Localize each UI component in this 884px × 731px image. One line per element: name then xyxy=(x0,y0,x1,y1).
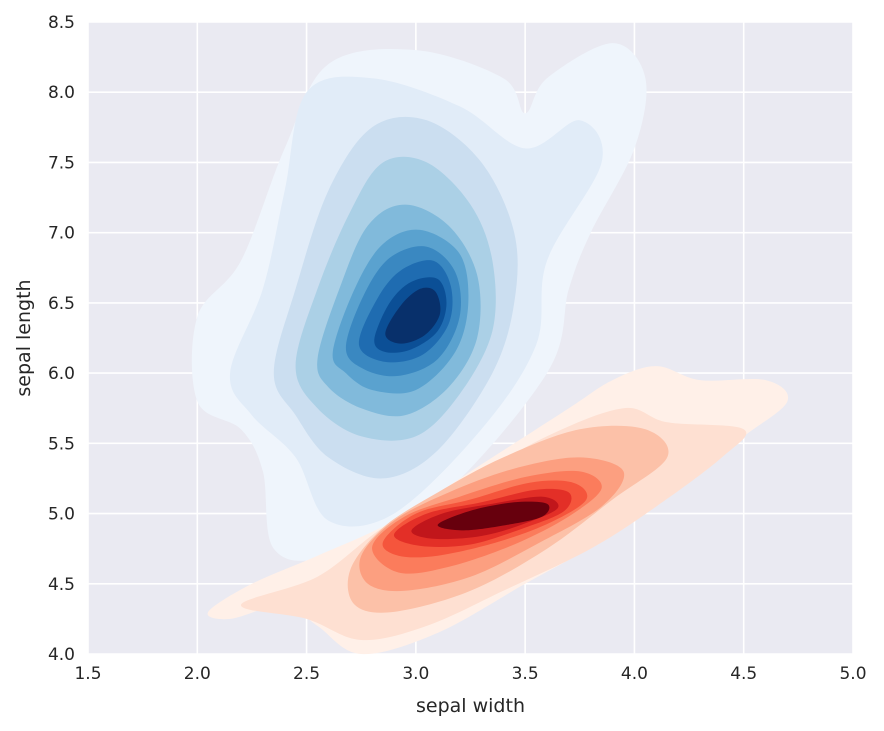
blue-density-series xyxy=(191,43,647,561)
y-tick-label: 6.5 xyxy=(48,294,75,314)
red-contour-level-9 xyxy=(437,501,550,531)
y-tick-label: 7.5 xyxy=(48,153,75,173)
y-axis-label: sepal length xyxy=(13,279,35,396)
y-axis-ticks: 4.0 4.5 5.0 5.5 6.0 6.5 7.0 7.5 8.0 8.5 xyxy=(48,13,75,665)
y-tick-label: 4.0 xyxy=(48,645,75,665)
x-tick-label: 2.0 xyxy=(184,664,211,684)
x-axis-ticks: 1.5 2.0 2.5 3.0 3.5 4.0 4.5 5.0 xyxy=(74,664,866,684)
x-tick-label: 4.5 xyxy=(730,664,757,684)
x-tick-label: 4.0 xyxy=(621,664,648,684)
x-tick-label: 3.0 xyxy=(402,664,429,684)
density-contours xyxy=(191,43,789,655)
y-tick-label: 5.0 xyxy=(48,505,75,525)
x-tick-label: 2.5 xyxy=(293,664,320,684)
y-tick-label: 8.5 xyxy=(48,13,75,33)
red-density-series xyxy=(207,366,789,655)
y-tick-label: 4.5 xyxy=(48,575,75,595)
blue-contour-level-10 xyxy=(385,287,441,344)
y-tick-label: 6.0 xyxy=(48,364,75,384)
y-tick-label: 8.0 xyxy=(48,83,75,103)
x-tick-label: 5.0 xyxy=(839,664,866,684)
x-tick-label: 3.5 xyxy=(512,664,539,684)
x-axis-label: sepal width xyxy=(416,695,525,717)
y-tick-label: 5.5 xyxy=(48,434,75,454)
y-tick-label: 7.0 xyxy=(48,224,75,244)
x-tick-label: 1.5 xyxy=(74,664,101,684)
